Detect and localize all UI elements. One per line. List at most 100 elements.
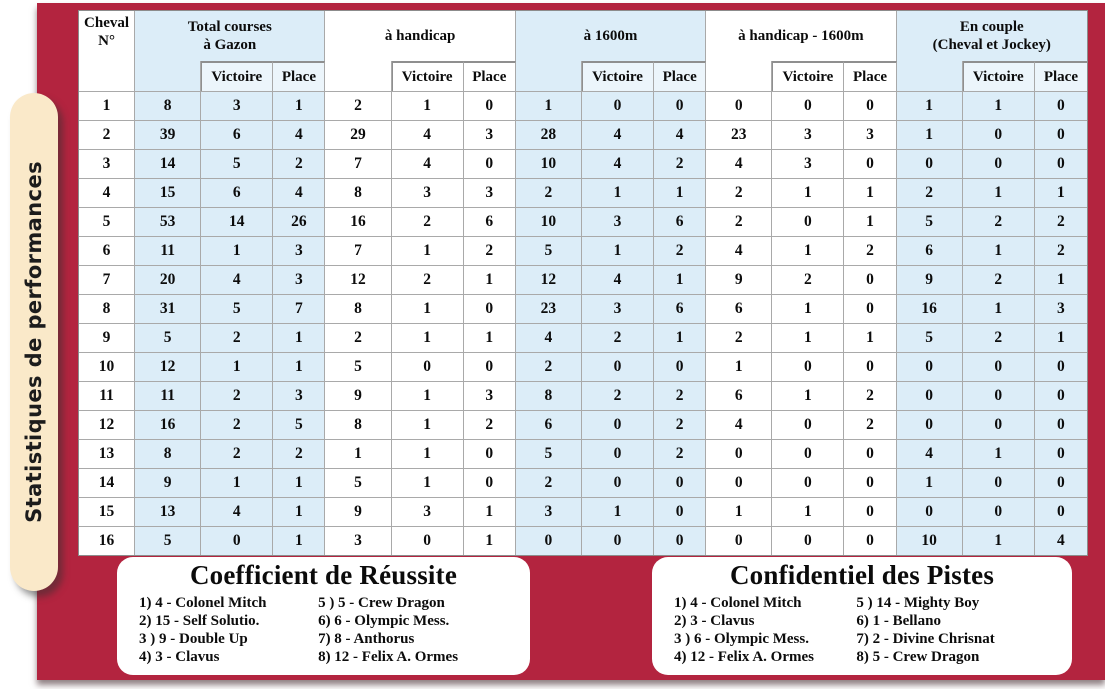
table-cell: 1 bbox=[325, 440, 392, 469]
table-cell: 0 bbox=[962, 498, 1035, 527]
table-cell: 0 bbox=[896, 353, 963, 382]
table-cell: 2 bbox=[515, 179, 582, 208]
pistes-panel-list: 1) 4 - Colonel Mitch 2) 3 - Clavus 3 ) 6 -… bbox=[652, 592, 1072, 675]
table-cell: 8 bbox=[325, 179, 392, 208]
table-cell: 4 bbox=[515, 324, 582, 353]
table-cell: 6 bbox=[201, 179, 274, 208]
table-cell: 0 bbox=[1034, 411, 1087, 440]
table-cell: 8 bbox=[325, 295, 392, 324]
table-cell: 2 bbox=[962, 208, 1035, 237]
table-cell: 0 bbox=[1034, 498, 1087, 527]
table-cell: 1 bbox=[844, 324, 897, 353]
table-cell: 0 bbox=[706, 527, 773, 555]
table-cell: 12 bbox=[325, 266, 392, 295]
table-cell: 1 bbox=[706, 498, 773, 527]
table-cell: 4 bbox=[706, 237, 773, 266]
table-cell: 0 bbox=[844, 498, 897, 527]
table-cell: 9 bbox=[896, 266, 963, 295]
table-cell: 0 bbox=[962, 121, 1035, 150]
table-cell: 4 bbox=[1034, 527, 1087, 555]
table-cell: 1 bbox=[273, 92, 326, 121]
table-cell: 0 bbox=[1034, 150, 1087, 179]
subheader-victoire: Victoire bbox=[201, 61, 274, 92]
table-cell: 0 bbox=[962, 411, 1035, 440]
cheval-number: 16 bbox=[79, 527, 136, 555]
coefficient-panel-list: 1) 4 - Colonel Mitch 2) 15 - Self Solutio… bbox=[117, 592, 530, 675]
table-cell: 1 bbox=[654, 324, 707, 353]
table-cell: 0 bbox=[654, 469, 707, 498]
table-cell: 1 bbox=[391, 440, 464, 469]
subheader-victoire: Victoire bbox=[391, 61, 464, 92]
table-cell: 0 bbox=[844, 150, 897, 179]
table-cell: 1 bbox=[654, 179, 707, 208]
table-cell: 0 bbox=[962, 469, 1035, 498]
table-cell: 1 bbox=[273, 527, 326, 555]
table-cell: 2 bbox=[962, 324, 1035, 353]
header-row-groups: Cheval N° Total courses à Gazon à handic… bbox=[79, 11, 1087, 92]
subheader-place: Place bbox=[654, 61, 707, 92]
cheval-number: 14 bbox=[79, 469, 136, 498]
table-cell: 28 bbox=[515, 121, 582, 150]
list-item: 1) 4 - Colonel Mitch bbox=[674, 594, 802, 611]
table-cell: 14 bbox=[135, 150, 202, 179]
table-cell: 6 bbox=[706, 382, 773, 411]
table-cell: 1 bbox=[896, 121, 963, 150]
table-cell: 9 bbox=[325, 498, 392, 527]
table-body: 1 8 3 1 2 1 0 1 0 0 0 0 0 1 1 0 2 39 6 4 29 4 3 28 4 4 23 3 3 1 0 0 3 14 5… bbox=[79, 92, 1087, 555]
table-cell: 4 bbox=[201, 498, 274, 527]
table-row: 2 39 6 4 29 4 3 28 4 4 23 3 3 1 0 0 bbox=[79, 121, 1087, 150]
table-cell: 0 bbox=[896, 411, 963, 440]
table-cell: 8 bbox=[515, 382, 582, 411]
table-cell: 1 bbox=[962, 179, 1035, 208]
table-cell: 7 bbox=[325, 237, 392, 266]
table-cell: 2 bbox=[654, 237, 707, 266]
table-cell: 3 bbox=[201, 92, 274, 121]
table-cell: 1 bbox=[391, 92, 464, 121]
table-cell: 1 bbox=[962, 295, 1035, 324]
table-cell: 1 bbox=[273, 498, 326, 527]
table-cell: 2 bbox=[515, 353, 582, 382]
table-row: 5 53 14 26 16 2 6 10 3 6 2 0 1 5 2 2 bbox=[79, 208, 1087, 237]
table-cell: 0 bbox=[515, 527, 582, 555]
table-cell: 2 bbox=[654, 411, 707, 440]
table-cell: 0 bbox=[391, 353, 464, 382]
cheval-number: 8 bbox=[79, 295, 136, 324]
table-cell: 4 bbox=[273, 121, 326, 150]
table-cell: 1 bbox=[772, 179, 845, 208]
table-cell: 0 bbox=[844, 295, 897, 324]
table-cell: 1 bbox=[772, 295, 845, 324]
coefficient-panel: Coefficient de Réussite 1) 4 - Colonel M… bbox=[117, 557, 530, 675]
table-cell: 11 bbox=[135, 382, 202, 411]
subheader-place: Place bbox=[844, 61, 897, 92]
table-cell: 0 bbox=[772, 208, 845, 237]
table-cell: 1 bbox=[706, 353, 773, 382]
table-cell: 2 bbox=[844, 411, 897, 440]
table-cell: 2 bbox=[1034, 237, 1087, 266]
table-cell: 3 bbox=[463, 382, 516, 411]
table-cell: 0 bbox=[896, 498, 963, 527]
subheader-gap bbox=[515, 61, 582, 92]
cheval-number: 7 bbox=[79, 266, 136, 295]
table-cell: 0 bbox=[772, 527, 845, 555]
table-cell: 6 bbox=[654, 295, 707, 324]
table-cell: 5 bbox=[201, 295, 274, 324]
table-cell: 6 bbox=[201, 121, 274, 150]
table-cell: 4 bbox=[581, 150, 655, 179]
cheval-number: 15 bbox=[79, 498, 136, 527]
stats-table-container: Cheval N° Total courses à Gazon à handic… bbox=[78, 10, 1088, 556]
table-cell: 0 bbox=[654, 92, 707, 121]
subheader-victoire: Victoire bbox=[962, 61, 1035, 92]
table-cell: 4 bbox=[706, 411, 773, 440]
sidebar-title: Statistiques de performances bbox=[22, 161, 46, 523]
table-cell: 9 bbox=[135, 469, 202, 498]
list-item: 6) 6 - Olympic Mess. bbox=[318, 612, 450, 629]
table-cell: 2 bbox=[706, 208, 773, 237]
table-cell: 2 bbox=[325, 324, 392, 353]
table-cell: 3 bbox=[273, 382, 326, 411]
table-cell: 0 bbox=[654, 498, 707, 527]
table-cell: 3 bbox=[515, 498, 582, 527]
table-cell: 6 bbox=[896, 237, 963, 266]
table-cell: 2 bbox=[896, 179, 963, 208]
table-cell: 2 bbox=[463, 237, 516, 266]
